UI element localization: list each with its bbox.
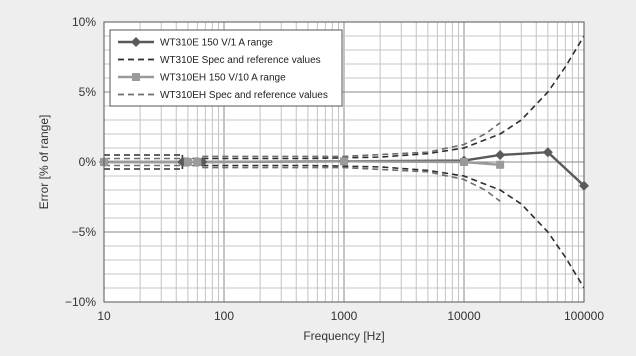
legend: WT310E 150 V/1 A range WT310E Spec and re… bbox=[109, 29, 343, 107]
tick-labels: 10 100 1000 10000 100000 −10% −5% 0% 5% 10% bbox=[65, 15, 604, 323]
y-tick-label: −10% bbox=[65, 295, 96, 309]
x-tick-label: 1000 bbox=[331, 309, 358, 323]
plot-frame bbox=[103, 21, 585, 303]
y-tick-label: 5% bbox=[79, 85, 97, 99]
y-tick-label: −5% bbox=[72, 225, 97, 239]
spec-band-line bbox=[182, 35, 585, 160]
x-tick-label: 10000 bbox=[447, 309, 481, 323]
spec-band-line bbox=[202, 166, 501, 202]
x-tick-label: 100000 bbox=[564, 309, 604, 323]
legend-label: WT310E 150 V/1 A range bbox=[160, 38, 273, 49]
data-point-square bbox=[460, 158, 468, 166]
x-axis-title: Frequency [Hz] bbox=[303, 329, 384, 343]
x-tick-label: 100 bbox=[214, 309, 234, 323]
data-point-square bbox=[340, 157, 348, 166]
data-point-square bbox=[183, 158, 192, 166]
data-point-square bbox=[193, 158, 202, 166]
data-point-diamond bbox=[495, 150, 506, 160]
y-axis-title: Error [% of range] bbox=[37, 115, 51, 210]
x-tick-label: 10 bbox=[97, 309, 111, 323]
data-point-diamond bbox=[542, 147, 553, 158]
series-line bbox=[104, 160, 501, 166]
spec-bands bbox=[104, 35, 585, 289]
data-point-square bbox=[496, 160, 505, 169]
legend-swatch-marker bbox=[131, 37, 141, 47]
y-tick-label: 0% bbox=[79, 155, 97, 169]
spec-band-line bbox=[182, 164, 585, 289]
legend-label: WT310EH Spec and reference values bbox=[160, 90, 328, 101]
legend-swatch-marker bbox=[132, 73, 140, 81]
y-tick-label: 10% bbox=[72, 15, 96, 29]
spec-band-line bbox=[202, 122, 501, 158]
legend-label: WT310EH 150 V/10 A range bbox=[160, 73, 286, 84]
legend-label: WT310E Spec and reference values bbox=[160, 55, 321, 66]
